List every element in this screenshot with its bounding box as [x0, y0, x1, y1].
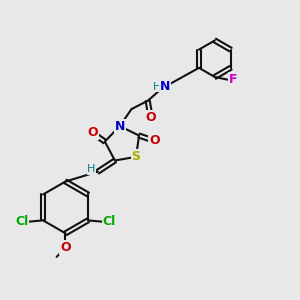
Text: H: H [153, 82, 161, 92]
Text: O: O [87, 126, 98, 139]
Text: Cl: Cl [103, 215, 116, 228]
Text: S: S [131, 150, 140, 163]
Text: O: O [145, 111, 156, 124]
Text: O: O [60, 241, 71, 254]
Text: O: O [149, 134, 160, 147]
Text: Cl: Cl [15, 215, 28, 228]
Text: H: H [87, 164, 95, 174]
Text: N: N [115, 120, 125, 133]
Text: F: F [230, 74, 238, 86]
Text: N: N [160, 80, 170, 93]
